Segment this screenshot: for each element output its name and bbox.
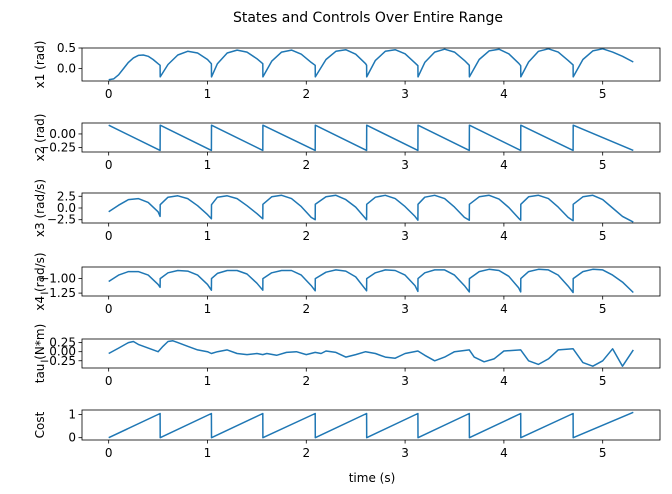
axes-frame-2 xyxy=(81,122,661,153)
x-tick-label: 2 xyxy=(302,374,310,388)
subplot-3: 2.50.0−2.5 0 1 2 3 4 5 x3 (rad/s) xyxy=(33,179,661,243)
x-tick-label: 5 xyxy=(599,374,607,388)
x-tick-label: 5 xyxy=(599,158,607,172)
y-tick-label: −2.5 xyxy=(47,213,76,227)
x-tick-label: 0 xyxy=(105,87,113,101)
x-tick-label: 1 xyxy=(204,302,212,316)
axes-frame-4 xyxy=(81,266,661,297)
x-tick-label: 1 xyxy=(204,229,212,243)
x-tick-label: 5 xyxy=(599,229,607,243)
y-tick-label: 0.0 xyxy=(57,201,76,215)
x-tick-label: 4 xyxy=(500,229,508,243)
y-tick-label: 1 xyxy=(68,408,76,422)
x-tick-label: 3 xyxy=(401,87,409,101)
y-axis-label-5: tau (N*m) xyxy=(33,324,47,384)
y-tick-label: −1.00 xyxy=(39,272,76,286)
y-axis-label-6: Cost xyxy=(33,411,47,438)
x-tick-label: 0 xyxy=(105,229,113,243)
subplot-1: 0.0 0.5 0 1 2 3 4 5 x1 (rad) xyxy=(33,41,661,101)
y-tick-label: −1.25 xyxy=(39,286,76,300)
y-axis-label-4: x4 (rad/s) xyxy=(33,252,47,310)
x-tick-label: 1 xyxy=(204,446,212,460)
figure-title: States and Controls Over Entire Range xyxy=(233,10,503,26)
y-tick-label: 2.5 xyxy=(57,189,76,203)
subplot-5: 0.250.00−0.25 0 1 2 3 4 5 tau (N*m) xyxy=(33,324,661,388)
y-axis-label-2: x2 (rad) xyxy=(33,114,47,162)
series-line-2-1 xyxy=(108,124,634,152)
x-tick-label: 2 xyxy=(302,302,310,316)
x-tick-label: 1 xyxy=(204,374,212,388)
x-tick-label: 3 xyxy=(401,446,409,460)
x-tick-label: 5 xyxy=(599,302,607,316)
x-tick-label: 2 xyxy=(302,158,310,172)
x-tick-label: 4 xyxy=(500,87,508,101)
y-tick-label: −0.25 xyxy=(39,354,76,368)
x-axis-label: time (s) xyxy=(349,471,396,485)
x-tick-label: 4 xyxy=(500,302,508,316)
y-tick-label: 0.00 xyxy=(49,345,76,359)
y-tick-label: 0 xyxy=(68,431,76,445)
y-axis-label-1: x1 (rad) xyxy=(33,41,47,89)
subplot-2: 0.00−0.25 0 1 2 3 4 5 x2 (rad) xyxy=(33,114,661,172)
axes-frame-5 xyxy=(81,338,661,369)
axes-frame-1 xyxy=(81,47,661,82)
y-tick-label: 0.5 xyxy=(57,41,76,55)
series-line-1-1 xyxy=(108,48,634,81)
x-tick-label: 2 xyxy=(302,446,310,460)
subplot-stack: 0.00.50 1 2 3 4 5x1 (rad)0.00−0.250 1 2 3 4 5x2 (r… xyxy=(33,41,661,460)
subplot-4: −1.00−1.25 0 1 2 3 4 5 x4 (rad/s) xyxy=(33,252,661,316)
x-tick-label: 0 xyxy=(105,158,113,172)
x-tick-label: 4 xyxy=(500,374,508,388)
series-line-4-1 xyxy=(108,268,634,294)
axes-frame-6 xyxy=(81,409,661,441)
x-tick-label: 0 xyxy=(105,302,113,316)
x-tick-label: 1 xyxy=(204,158,212,172)
series-line-6-1 xyxy=(108,411,634,439)
y-tick-label: 0.25 xyxy=(49,336,76,350)
subplot-6: 1 0 0 1 2 3 4 5 Cost xyxy=(33,408,661,460)
x-tick-label: 2 xyxy=(302,87,310,101)
x-tick-label: 5 xyxy=(599,446,607,460)
series-line-3-1 xyxy=(108,194,634,223)
x-tick-label: 3 xyxy=(401,229,409,243)
x-tick-label: 5 xyxy=(599,87,607,101)
x-tick-label: 3 xyxy=(401,158,409,172)
y-axis-label-3: x3 (rad/s) xyxy=(33,179,47,237)
series-line-5-1 xyxy=(108,340,634,367)
x-tick-label: 4 xyxy=(500,446,508,460)
y-tick-label: −0.25 xyxy=(39,141,76,155)
x-tick-label: 3 xyxy=(401,374,409,388)
x-tick-label: 0 xyxy=(105,374,113,388)
y-tick-label: 0.0 xyxy=(57,62,76,76)
x-tick-label: 0 xyxy=(105,446,113,460)
x-tick-label: 1 xyxy=(204,87,212,101)
x-tick-label: 2 xyxy=(302,229,310,243)
x-tick-label: 3 xyxy=(401,302,409,316)
x-tick-label: 4 xyxy=(500,158,508,172)
y-tick-label: 0.00 xyxy=(49,127,76,141)
